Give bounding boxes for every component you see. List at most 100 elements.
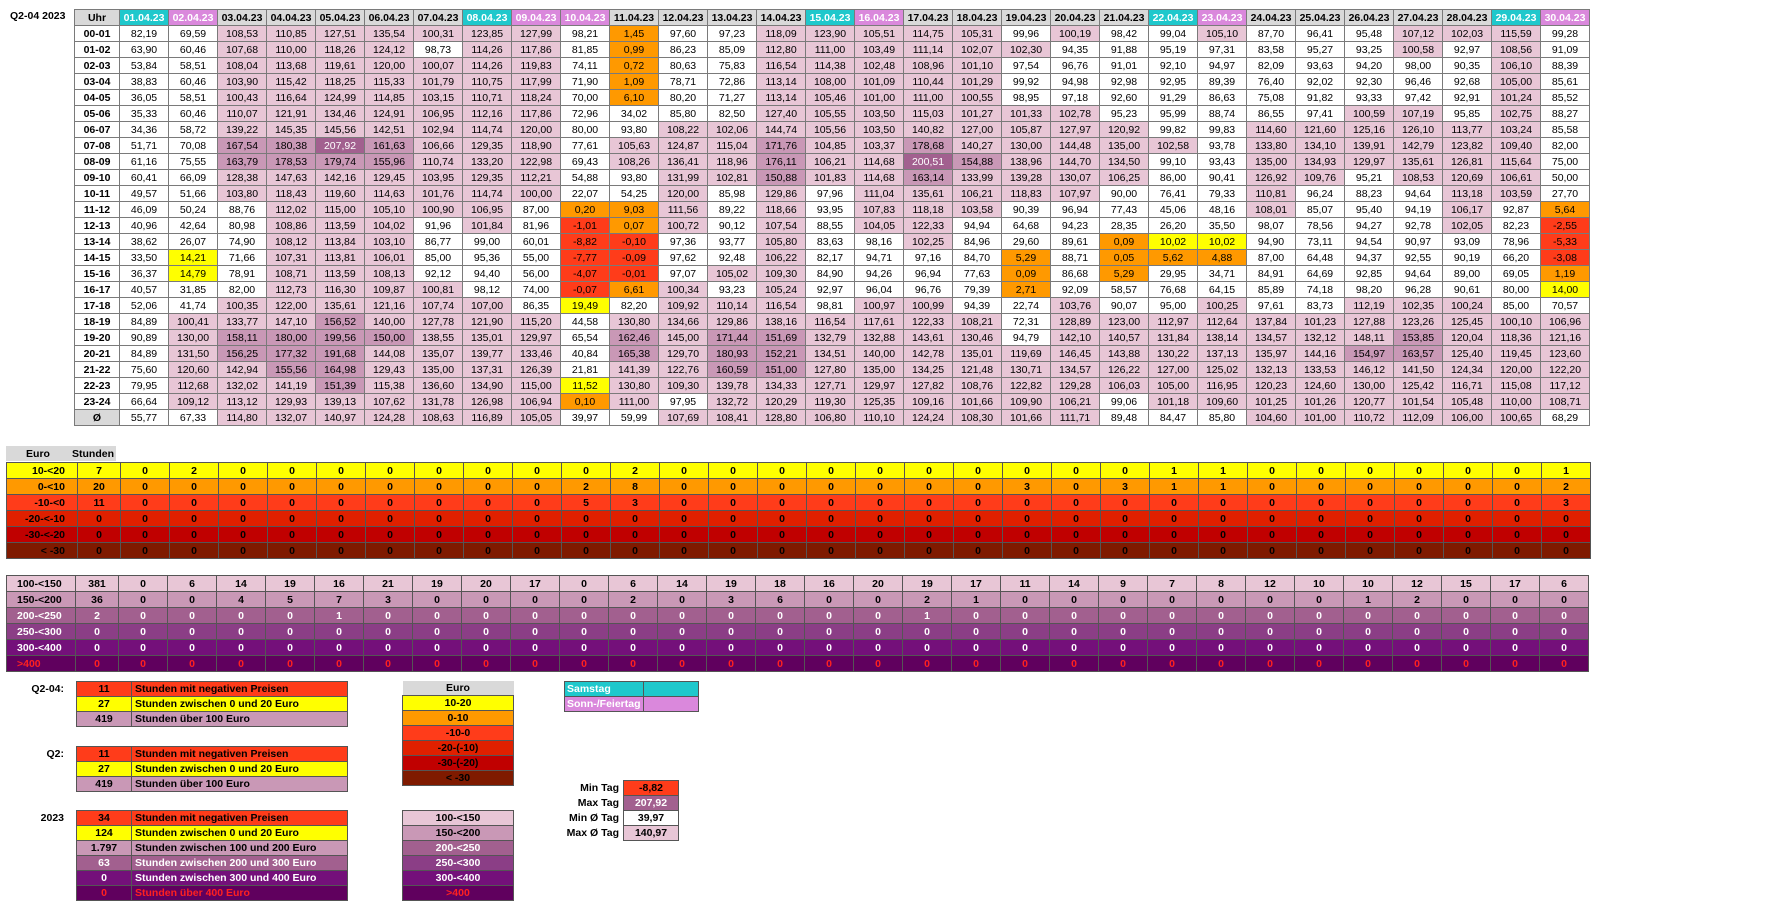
price-cell: 119,83 xyxy=(511,57,561,74)
price-cell: 112,21 xyxy=(511,169,561,186)
price-cell: 129,86 xyxy=(707,313,757,330)
average-cell: 116,89 xyxy=(462,409,512,426)
count-cell: 6 xyxy=(755,591,805,608)
price-cell: -7,77 xyxy=(560,249,610,266)
price-cell: 123,85 xyxy=(462,25,512,42)
range-total: 0 xyxy=(75,639,119,656)
count-cell: 0 xyxy=(1000,607,1050,624)
price-cell: 103,15 xyxy=(413,89,463,106)
count-cell: 0 xyxy=(118,655,168,672)
average-cell: 39,97 xyxy=(560,409,610,426)
price-cell: 80,20 xyxy=(658,89,708,106)
price-cell: 134,46 xyxy=(315,105,365,122)
price-cell: 133,46 xyxy=(511,345,561,362)
table-row: 150-<200 36 0 0 4 5 7 3 0 0 0 0 2 0 3 6 0 0 2 1 0 0 0 0 0 0 0 1 2 0 0 0 xyxy=(6,591,1589,608)
price-cell: 78,91 xyxy=(217,265,267,282)
count-cell: 0 xyxy=(512,462,562,479)
price-cell: 113,68 xyxy=(266,57,316,74)
price-cell: 135,61 xyxy=(1393,153,1443,170)
price-cell: 105,56 xyxy=(805,121,855,138)
price-cell: 118,66 xyxy=(756,201,806,218)
price-cell: 60,01 xyxy=(511,233,561,250)
count-cell: 0 xyxy=(1196,607,1246,624)
count-cell: 0 xyxy=(1490,623,1540,640)
price-cell: 93,63 xyxy=(1295,57,1345,74)
summary-text: Stunden zwischen 0 und 20 Euro xyxy=(131,825,348,841)
count-cell: 1 xyxy=(1343,591,1393,608)
price-cell: 122,98 xyxy=(511,153,561,170)
count-cell: 0 xyxy=(1294,655,1344,672)
price-cell: 100,58 xyxy=(1393,41,1443,58)
price-cell: 104,02 xyxy=(364,217,414,234)
price-cell: 106,21 xyxy=(805,153,855,170)
price-cell: 0,09 xyxy=(1001,265,1051,282)
price-cell: 105,10 xyxy=(1197,25,1247,42)
legend-item: 100-<150 xyxy=(402,810,514,826)
price-cell: 105,63 xyxy=(609,137,659,154)
price-cell: 91,29 xyxy=(1148,89,1198,106)
price-cell: 126,81 xyxy=(1442,153,1492,170)
price-cell: 145,00 xyxy=(658,329,708,346)
day-header: 25.04.23 xyxy=(1295,9,1345,26)
count-cell: 0 xyxy=(1196,655,1246,672)
price-cell: 117,99 xyxy=(511,73,561,90)
count-cell: 0 xyxy=(659,526,709,543)
price-cell: 82,00 xyxy=(217,281,267,298)
price-cell: 115,04 xyxy=(707,137,757,154)
minmax-label: Max Tag xyxy=(577,797,619,809)
count-cell: 0 xyxy=(1539,639,1589,656)
price-cell: 179,74 xyxy=(315,153,365,170)
price-cell: 97,16 xyxy=(903,249,953,266)
minmax-value: 39,97 xyxy=(623,810,679,826)
average-cell: 104,60 xyxy=(1246,409,1296,426)
price-cell: 108,53 xyxy=(217,25,267,42)
count-cell: 0 xyxy=(1539,623,1589,640)
price-cell: 90,41 xyxy=(1197,169,1247,186)
price-cell: 123,82 xyxy=(1442,137,1492,154)
price-cell: 105,02 xyxy=(707,265,757,282)
count-cell: 0 xyxy=(953,494,1003,511)
price-cell: 133,80 xyxy=(1246,137,1296,154)
price-cell: 98,12 xyxy=(462,281,512,298)
table-row: 11-12 46,09 50,24 88,76 112,02 115,00 105,10 10… xyxy=(74,201,1590,218)
price-cell: 109,60 xyxy=(1197,393,1247,410)
count-cell: 0 xyxy=(1294,607,1344,624)
count-cell: 0 xyxy=(953,526,1003,543)
price-cell: 164,98 xyxy=(315,361,365,378)
count-cell: 0 xyxy=(216,655,266,672)
day-header: 28.04.23 xyxy=(1442,9,1492,26)
price-cell: 83,73 xyxy=(1295,297,1345,314)
table-row: 10-11 49,57 51,66 103,80 118,43 119,60 114,63 1… xyxy=(74,185,1590,202)
count-cell: 0 xyxy=(216,607,266,624)
summary-text: Stunden zwischen 0 und 20 Euro xyxy=(131,761,348,777)
price-cell: 73,11 xyxy=(1295,233,1345,250)
price-cell: 96,94 xyxy=(903,265,953,282)
sheet-title: Q2-04 2023 xyxy=(10,10,66,22)
count-cell: 0 xyxy=(951,655,1001,672)
price-cell: 132,02 xyxy=(217,377,267,394)
count-cell: 0 xyxy=(314,655,364,672)
count-cell: 0 xyxy=(1343,655,1393,672)
price-cell: 103,95 xyxy=(413,169,463,186)
legend-item: 250-<300 xyxy=(402,855,514,871)
price-cell: 84,91 xyxy=(1246,265,1296,282)
table-row: 23-24 66,64 109,12 113,12 129,93 139,13 107,62… xyxy=(74,393,1590,410)
count-cell: 0 xyxy=(1049,607,1099,624)
price-cell: 92,12 xyxy=(413,265,463,282)
day-header: 03.04.23 xyxy=(217,9,267,26)
count-cell: 0 xyxy=(120,542,170,559)
price-cell: 93,78 xyxy=(1197,137,1247,154)
price-cell: 127,00 xyxy=(1148,361,1198,378)
price-cell: 49,57 xyxy=(119,185,169,202)
count-cell: 0 xyxy=(1051,542,1101,559)
price-cell: 92,10 xyxy=(1148,57,1198,74)
count-cell: 0 xyxy=(120,478,170,495)
count-cell: 0 xyxy=(755,639,805,656)
price-cell: 5,29 xyxy=(1001,249,1051,266)
day-header: 10.04.23 xyxy=(560,9,610,26)
price-cell: 87,00 xyxy=(511,201,561,218)
price-cell: 105,10 xyxy=(364,201,414,218)
summary-text: Stunden über 100 Euro xyxy=(131,711,348,727)
price-cell: 144,08 xyxy=(364,345,414,362)
count-cell: 0 xyxy=(1002,542,1052,559)
